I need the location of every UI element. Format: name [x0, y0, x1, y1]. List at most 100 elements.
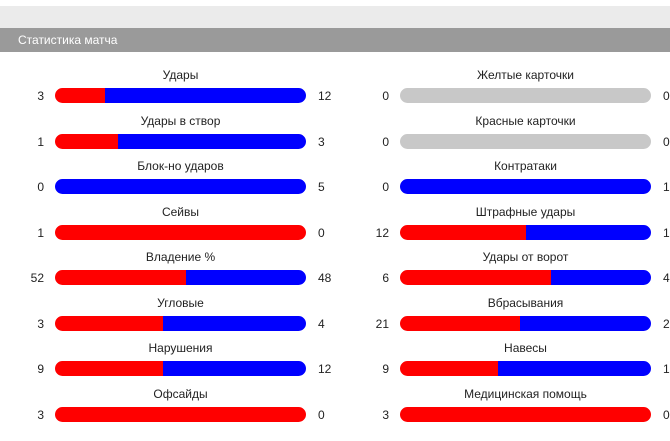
top-strip	[0, 0, 670, 6]
comparison-bar	[55, 179, 306, 194]
stat-label: Вбрасывания	[487, 295, 564, 310]
stat-label: Медицинская помощь	[464, 386, 587, 401]
away-value: 12	[663, 225, 670, 240]
away-value: 3	[318, 134, 325, 149]
stat-row: Нарушения 9 12	[0, 339, 332, 385]
away-segment	[162, 315, 306, 331]
home-segment	[400, 224, 526, 240]
away-value: 0	[663, 89, 670, 103]
stat-row: Офсайды 3 0	[0, 385, 330, 431]
stats-column-left: Удары 3 12 Удары в створ 1 3 Блок-но ударов 0 5 С…	[0, 66, 332, 431]
away-segment	[497, 361, 651, 376]
home-segment	[400, 270, 551, 285]
stat-label: Красные карточки	[475, 113, 576, 128]
away-segment	[185, 270, 306, 285]
stat-row: Вбрасывания 21 22	[345, 294, 670, 340]
comparison-bar	[400, 361, 651, 376]
home-value: 12	[375, 225, 389, 240]
home-segment	[55, 133, 118, 149]
stat-label: Желтые карточки	[477, 68, 574, 82]
stat-label: Офсайды	[153, 386, 208, 401]
away-value: 12	[663, 362, 670, 376]
stat-row: Владение % 52 48	[0, 248, 332, 294]
home-value: 0	[382, 89, 389, 103]
away-value: 48	[318, 271, 332, 285]
away-segment	[117, 133, 306, 149]
away-value: 0	[318, 407, 325, 422]
away-segment	[400, 179, 651, 194]
stat-label: Удары	[162, 68, 199, 82]
comparison-bar	[400, 270, 651, 285]
comparison-bar	[55, 406, 306, 422]
stat-label: Блок-но ударов	[137, 159, 224, 173]
home-value: 1	[37, 134, 44, 149]
comparison-bar	[400, 133, 651, 149]
stat-label: Владение %	[145, 250, 216, 264]
away-value: 5	[318, 180, 325, 194]
stats-column-right: Желтые карточки 0 0 Красные карточки 0 0 Контр…	[345, 66, 670, 430]
home-value: 52	[30, 271, 44, 285]
home-value: 21	[375, 316, 389, 331]
home-segment	[55, 361, 163, 376]
stat-label: Контратаки	[494, 159, 557, 173]
away-value: 12	[318, 89, 332, 103]
home-value: 3	[37, 407, 44, 422]
away-segment	[525, 224, 651, 240]
home-value: 1	[37, 225, 44, 240]
home-segment	[55, 88, 106, 103]
home-value: 0	[382, 134, 389, 149]
away-value: 22	[663, 316, 670, 331]
stat-row: Навесы 9 12	[345, 339, 670, 385]
away-segment	[105, 88, 306, 103]
away-value: 0	[663, 407, 670, 422]
away-value: 12	[318, 362, 332, 376]
comparison-bar	[400, 315, 651, 331]
home-value: 0	[382, 180, 389, 194]
stat-row: Удары 3 12	[0, 66, 332, 112]
away-value: 4	[663, 271, 670, 285]
stat-row: Удары от ворот 6 4	[345, 248, 670, 294]
stat-label: Штрафные удары	[475, 204, 576, 219]
stat-row: Штрафные удары 12 12	[345, 203, 670, 249]
stat-row: Красные карточки 0 0	[345, 112, 670, 158]
home-segment	[400, 406, 651, 422]
stat-row: Сейвы 1 0	[0, 203, 330, 249]
away-segment	[520, 315, 651, 331]
stat-row: Желтые карточки 0 0	[345, 66, 670, 112]
comparison-bar	[400, 406, 651, 422]
stat-row: Медицинская помощь 3 0	[345, 385, 670, 431]
empty-segment	[400, 88, 651, 103]
comparison-bar	[55, 270, 306, 285]
away-segment	[55, 179, 306, 194]
home-value: 6	[382, 271, 389, 285]
comparison-bar	[400, 179, 651, 194]
home-segment	[55, 315, 163, 331]
stat-label: Угловые	[157, 295, 204, 310]
comparison-bar	[55, 224, 306, 240]
away-segment	[550, 270, 651, 285]
empty-segment	[400, 133, 651, 149]
home-value: 9	[37, 362, 44, 376]
home-value: 3	[37, 316, 44, 331]
away-value: 1	[663, 180, 670, 194]
panel-header: Статистика матча	[0, 28, 670, 52]
home-value: 3	[37, 89, 44, 103]
stat-row: Блок-но ударов 0 5	[0, 157, 330, 203]
home-segment	[55, 224, 306, 240]
away-value: 0	[318, 225, 325, 240]
comparison-bar	[55, 88, 306, 103]
comparison-bar	[55, 361, 306, 376]
comparison-bar	[400, 224, 651, 240]
home-segment	[55, 270, 186, 285]
stat-row: Угловые 3 4	[0, 294, 330, 340]
stat-label: Навесы	[504, 341, 547, 355]
away-value: 4	[318, 316, 325, 331]
stat-row: Контратаки 0 1	[345, 157, 670, 203]
stat-label: Удары в створ	[140, 113, 221, 128]
comparison-bar	[400, 88, 651, 103]
stat-row: Удары в створ 1 3	[0, 112, 330, 158]
home-value: 9	[382, 362, 389, 376]
home-segment	[400, 315, 521, 331]
stat-label: Сейвы	[161, 204, 200, 219]
home-segment	[55, 406, 306, 422]
